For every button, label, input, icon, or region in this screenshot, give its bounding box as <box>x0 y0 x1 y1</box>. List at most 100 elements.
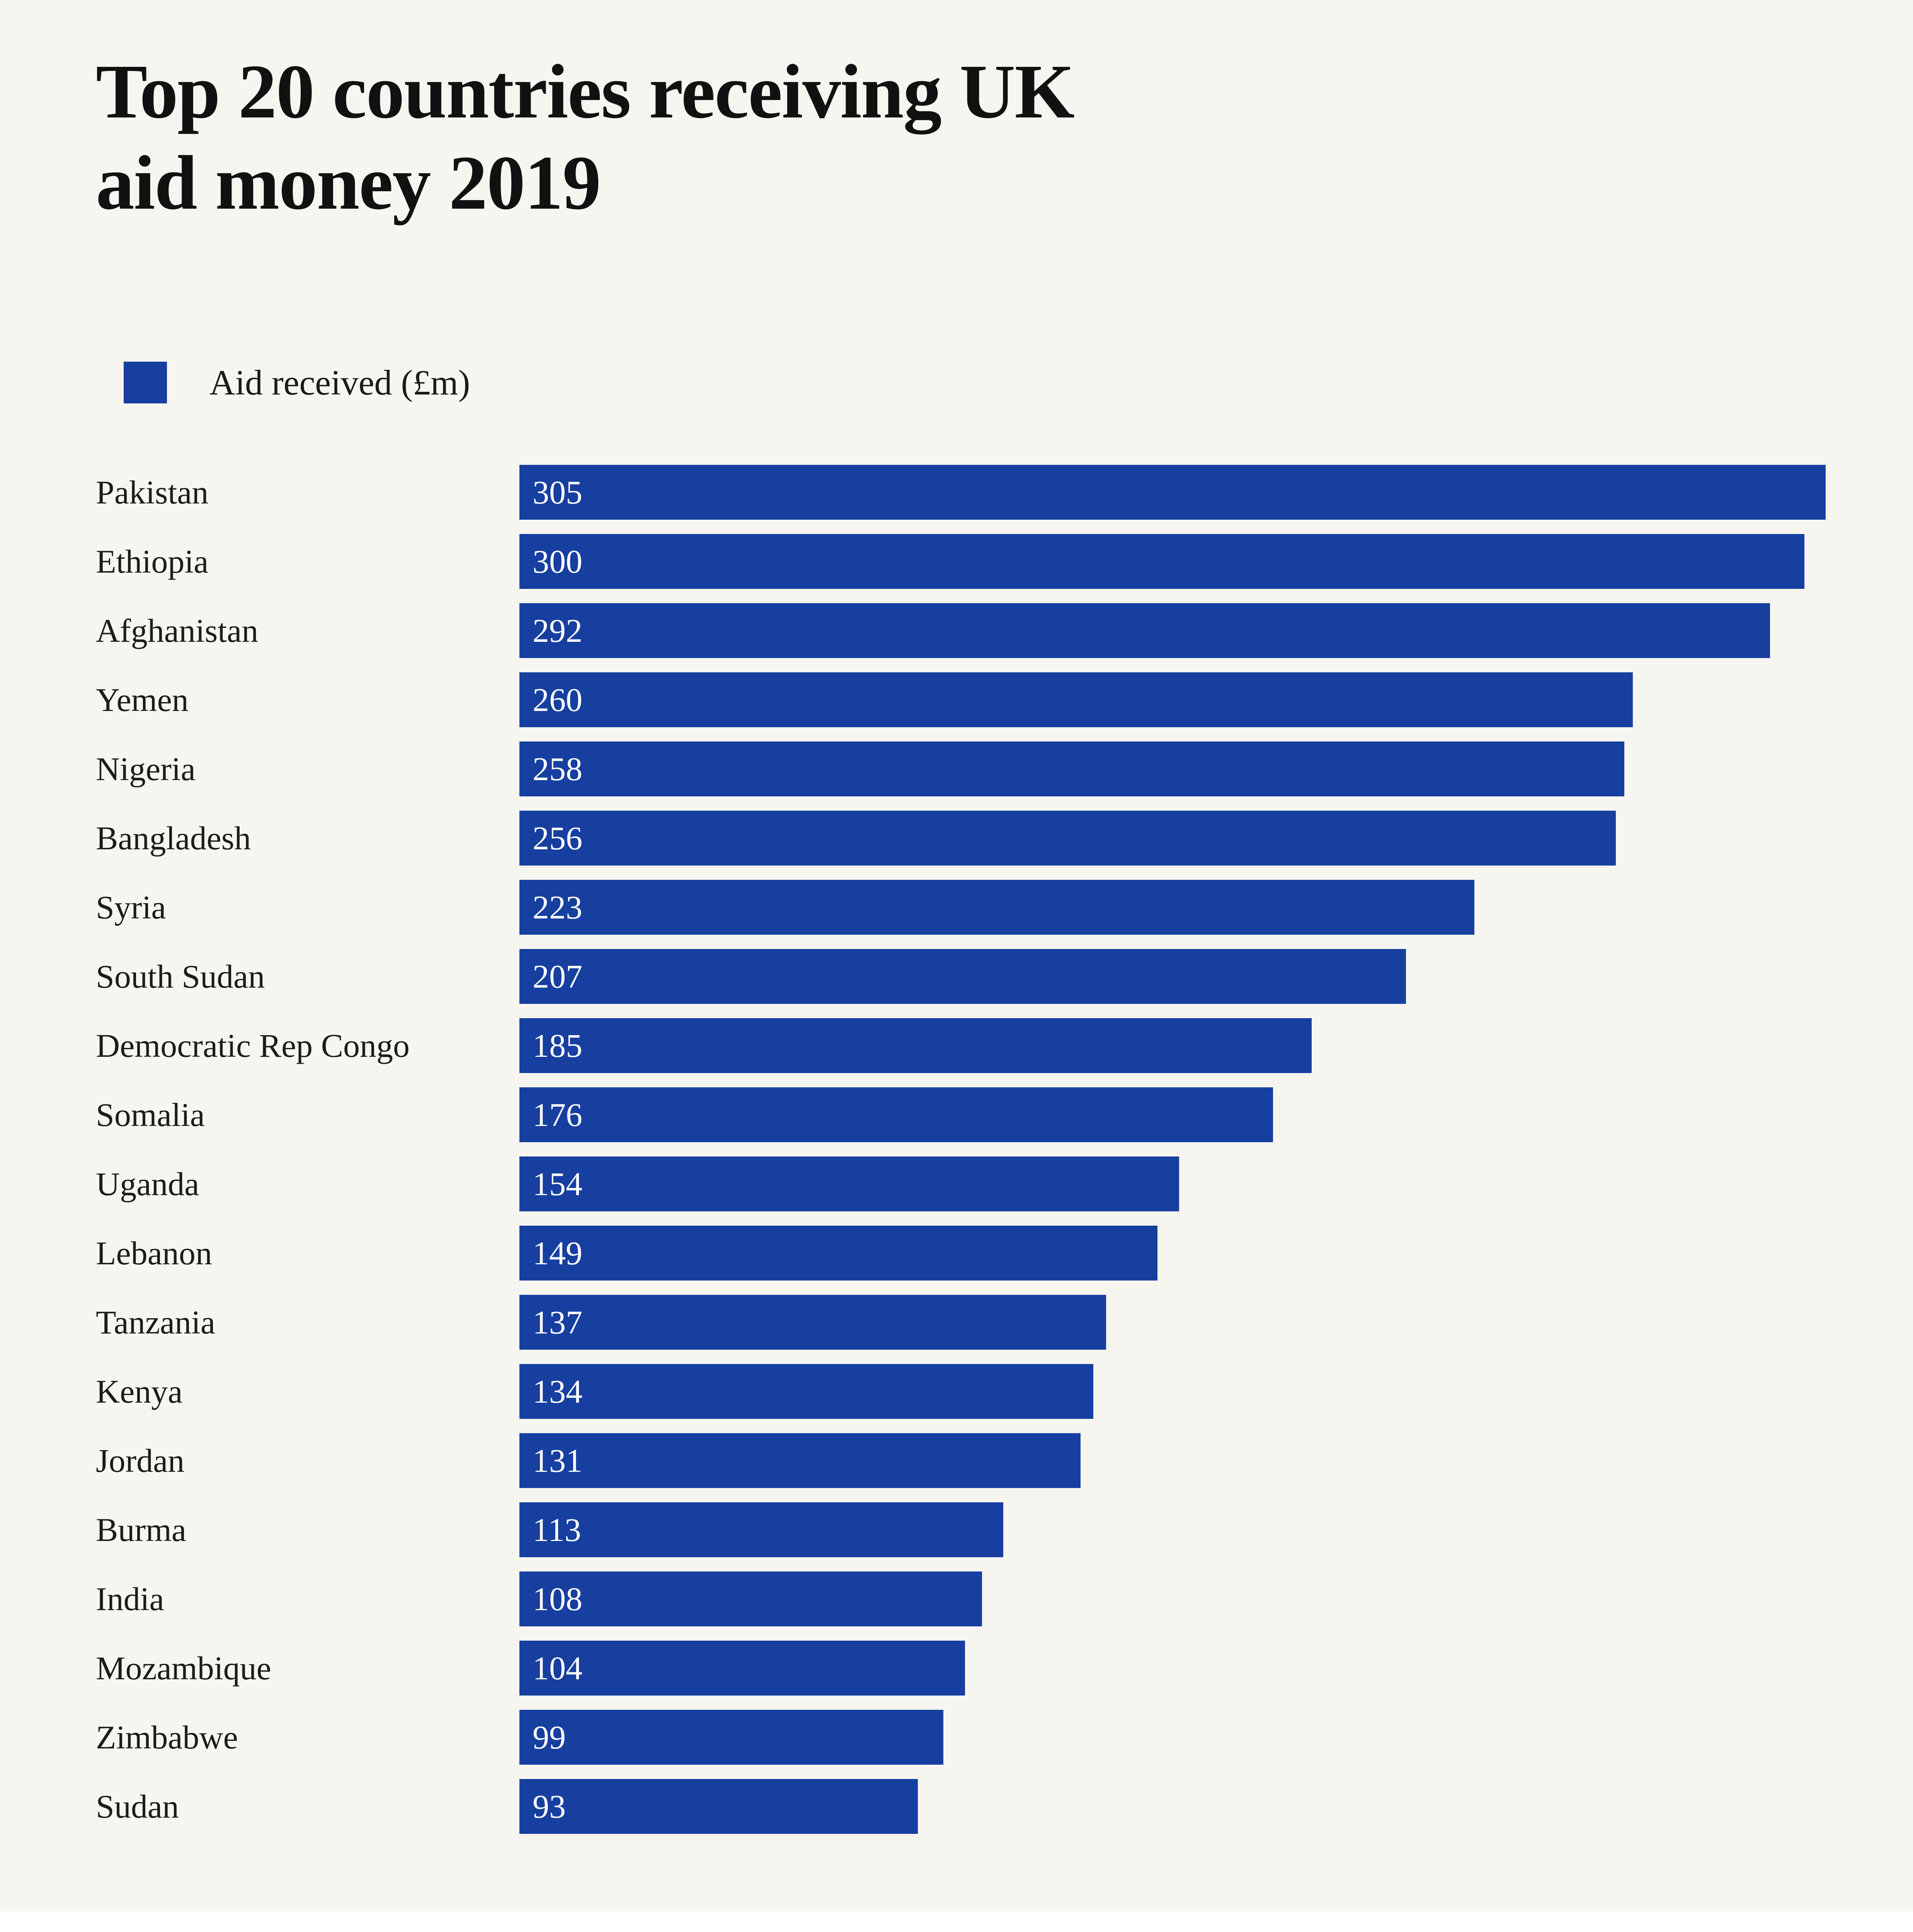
bar-track: 305 <box>519 465 1826 520</box>
bar-value-label: 223 <box>533 889 582 926</box>
bar-track: 176 <box>519 1087 1826 1142</box>
bar: 131 <box>519 1433 1081 1488</box>
bar-value-label: 154 <box>533 1165 582 1202</box>
title-block: Top 20 countries receiving UK aid money … <box>96 46 1796 229</box>
bar-value-label: 305 <box>533 474 582 511</box>
bar-category-label: Ethiopia <box>96 543 209 580</box>
bar-track: 260 <box>519 672 1826 727</box>
bar-track: 99 <box>519 1710 1826 1765</box>
bar: 149 <box>519 1226 1158 1281</box>
bar: 300 <box>519 534 1804 589</box>
bar-track: 113 <box>519 1502 1826 1557</box>
bar-category-label: Yemen <box>96 681 189 718</box>
bar: 207 <box>519 949 1406 1004</box>
legend-label-aid-received: Aid received (£m) <box>209 363 470 402</box>
bar-category-label: Nigeria <box>96 750 196 787</box>
bar-value-label: 260 <box>533 681 582 718</box>
bar-row: South Sudan 207 <box>0 942 1913 1011</box>
bar-category-label: Tanzania <box>96 1304 216 1341</box>
bar-value-label: 292 <box>533 612 582 649</box>
bar: 113 <box>519 1502 1004 1557</box>
bar: 292 <box>519 603 1770 658</box>
bar-chart-rows: Pakistan 305 Ethiopia 300 Afghanistan 292 Yeme… <box>0 458 1913 1841</box>
bar-track: 93 <box>519 1779 1826 1834</box>
bar-track: 256 <box>519 811 1826 866</box>
bar-value-label: 185 <box>533 1027 582 1064</box>
bar-category-label: India <box>96 1580 164 1617</box>
bar: 99 <box>519 1710 944 1765</box>
bar-track: 223 <box>519 880 1826 935</box>
bar-track: 300 <box>519 534 1826 589</box>
bar-category-label: Uganda <box>96 1165 199 1202</box>
bar: 104 <box>519 1641 965 1696</box>
bar-track: 104 <box>519 1641 1826 1696</box>
bar-row: Pakistan 305 <box>0 458 1913 527</box>
bar: 185 <box>519 1018 1312 1073</box>
bar-track: 149 <box>519 1226 1826 1281</box>
bar: 223 <box>519 880 1475 935</box>
bar-track: 292 <box>519 603 1826 658</box>
bar-category-label: South Sudan <box>96 958 265 995</box>
bar-value-label: 149 <box>533 1235 582 1272</box>
legend-swatch-aid-received <box>124 362 167 403</box>
bar-row: Sudan 93 <box>0 1772 1913 1841</box>
bar: 134 <box>519 1364 1093 1419</box>
bar-track: 154 <box>519 1156 1826 1211</box>
bar-value-label: 93 <box>533 1788 566 1825</box>
bar-row: Uganda 154 <box>0 1150 1913 1218</box>
bar-row: Tanzania 137 <box>0 1288 1913 1357</box>
bar: 93 <box>519 1779 918 1834</box>
bar-value-label: 108 <box>533 1580 582 1617</box>
bar-category-label: Somalia <box>96 1096 205 1133</box>
chart-legend: Aid received (£m) <box>124 361 470 404</box>
bar-row: Afghanistan 292 <box>0 596 1913 665</box>
bar-category-label: Bangladesh <box>96 820 251 857</box>
bar-row: Mozambique 104 <box>0 1634 1913 1702</box>
bar-row: Yemen 260 <box>0 665 1913 734</box>
bar-value-label: 137 <box>533 1304 582 1341</box>
bar: 256 <box>519 811 1616 866</box>
bar-row: Kenya 134 <box>0 1357 1913 1426</box>
bar-value-label: 104 <box>533 1650 582 1687</box>
page-title: Top 20 countries receiving UK aid money … <box>96 49 1075 226</box>
bar-value-label: 256 <box>533 820 582 857</box>
bar-row: Nigeria 258 <box>0 735 1913 803</box>
bar-row: Jordan 131 <box>0 1426 1913 1495</box>
bar-value-label: 176 <box>533 1096 582 1133</box>
bar-track: 131 <box>519 1433 1826 1488</box>
bar-category-label: Mozambique <box>96 1650 271 1687</box>
bar-track: 108 <box>519 1571 1826 1626</box>
bar-category-label: Zimbabwe <box>96 1719 238 1756</box>
bar-row: Bangladesh 256 <box>0 804 1913 872</box>
bar-track: 258 <box>519 742 1826 796</box>
bar-category-label: Sudan <box>96 1788 179 1825</box>
bar-category-label: Burma <box>96 1511 187 1548</box>
bar-category-label: Kenya <box>96 1373 183 1410</box>
bar-category-label: Pakistan <box>96 474 209 511</box>
bar-track: 137 <box>519 1295 1826 1350</box>
bar: 305 <box>519 465 1826 520</box>
bar-value-label: 207 <box>533 958 582 995</box>
bar-value-label: 113 <box>533 1511 581 1548</box>
bar-category-label: Syria <box>96 889 166 926</box>
bar: 176 <box>519 1087 1273 1142</box>
bar-row: Burma 113 <box>0 1495 1913 1564</box>
bar-row: Ethiopia 300 <box>0 527 1913 596</box>
bar: 260 <box>519 672 1633 727</box>
bar-category-label: Lebanon <box>96 1235 212 1272</box>
bar-category-label: Afghanistan <box>96 612 259 649</box>
bar-row: Syria 223 <box>0 873 1913 942</box>
bar-value-label: 134 <box>533 1373 582 1410</box>
bar-track: 134 <box>519 1364 1826 1419</box>
bar-row: Zimbabwe 99 <box>0 1703 1913 1772</box>
bar: 258 <box>519 742 1625 796</box>
bar-value-label: 258 <box>533 750 582 787</box>
bar-track: 207 <box>519 949 1826 1004</box>
bar-value-label: 99 <box>533 1719 566 1756</box>
bar: 154 <box>519 1156 1179 1211</box>
bar-row: Democratic Rep Congo 185 <box>0 1011 1913 1080</box>
bar-value-label: 300 <box>533 543 582 580</box>
footer: Sources: UK Foreign, Commonwealth and De… <box>0 1912 1913 1932</box>
